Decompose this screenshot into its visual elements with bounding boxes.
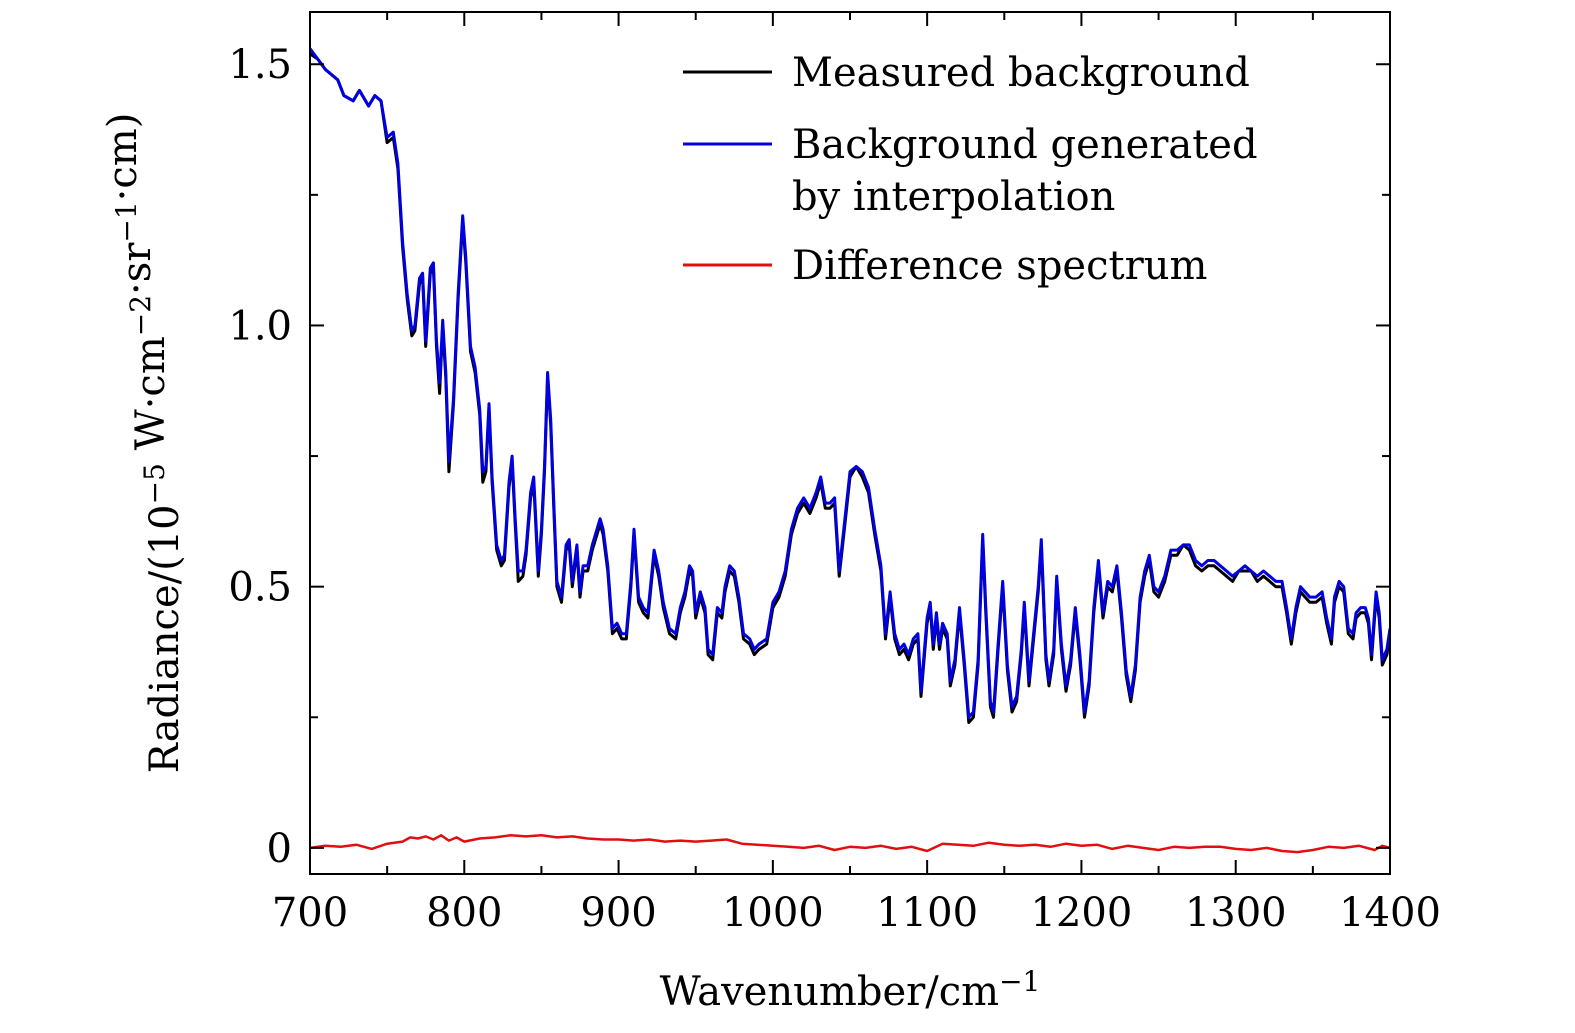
y-tick-label: 1.0 (228, 303, 292, 349)
x-axis-title: Wavenumber/cm−1 (660, 965, 1041, 1015)
x-tick-label: 700 (272, 890, 348, 936)
legend-label-interpolated-line2: by interpolation (792, 174, 1115, 220)
series-line-2 (310, 834, 1390, 854)
legend-label-interpolated-line1: Background generated (792, 122, 1258, 168)
x-tick-label: 1400 (1339, 890, 1441, 936)
legend-label-difference: Difference spectrum (792, 243, 1207, 289)
axis-ticks (309, 12, 1391, 874)
x-tick-label: 1100 (876, 890, 978, 936)
x-tick-label: 1000 (722, 890, 824, 936)
legend-label-measured: Measured background (792, 50, 1250, 96)
y-tick-label: 0.5 (228, 565, 292, 611)
y-axis-title: Radiance/(10−5 W·cm−2·sr−1·cm) (100, 113, 188, 774)
y-tick-label: 1.5 (228, 42, 292, 88)
legend: Measured background Background generated… (683, 50, 1270, 289)
legend-label-interpolated: Background generated by interpolation (792, 122, 1270, 220)
x-tick-label: 800 (426, 890, 502, 936)
axis-tick-labels: 700 800 900 1000 1100 1200 1300 1400 0 0.5 1.0 1.5 (228, 42, 1441, 936)
series-line-1 (310, 47, 1390, 719)
x-tick-label: 900 (580, 890, 656, 936)
series-layer (310, 47, 1390, 854)
x-tick-label: 1200 (1031, 890, 1133, 936)
x-tick-label: 1300 (1185, 890, 1287, 936)
y-tick-label: 0 (267, 826, 292, 872)
